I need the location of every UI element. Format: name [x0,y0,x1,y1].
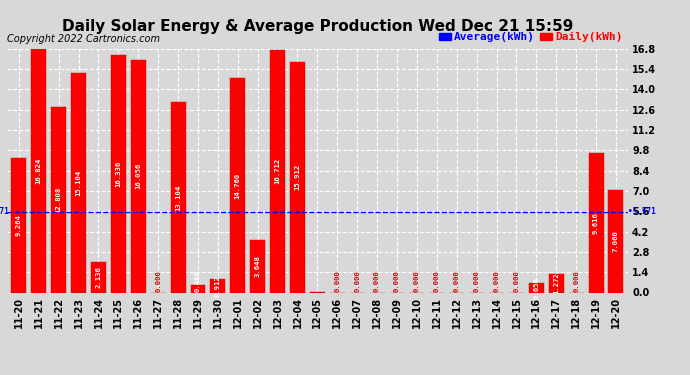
Text: 0.656: 0.656 [533,277,540,298]
Bar [250,240,265,292]
Bar [549,274,564,292]
Bar [31,48,46,292]
Bar [51,106,66,292]
Text: 16.824: 16.824 [36,158,42,184]
Legend: Average(kWh), Daily(kWh): Average(kWh), Daily(kWh) [440,32,622,42]
Text: 7.060: 7.060 [613,230,619,252]
Text: 15.104: 15.104 [75,170,81,196]
Text: 0.000: 0.000 [394,270,400,292]
Text: 3.648: 3.648 [255,255,261,277]
Text: 0.912: 0.912 [215,275,221,297]
Text: 2.136: 2.136 [95,266,101,288]
Text: 9.264: 9.264 [16,214,22,236]
Text: 0.000: 0.000 [473,270,480,292]
Text: 1.272: 1.272 [553,272,560,294]
Text: Copyright 2022 Cartronics.com: Copyright 2022 Cartronics.com [7,34,160,44]
Bar [71,74,86,292]
Bar [111,56,126,292]
Text: 0.000: 0.000 [354,270,360,292]
Text: 16.712: 16.712 [275,158,281,184]
Text: 0.000: 0.000 [513,270,520,292]
Text: 0.000: 0.000 [155,270,161,292]
Text: 14.760: 14.760 [235,172,241,198]
Bar [91,261,106,292]
Text: 0.488: 0.488 [195,270,201,292]
Text: 0.000: 0.000 [414,270,420,292]
Bar [11,158,26,292]
Bar [131,60,146,292]
Text: •5.571: •5.571 [0,207,9,216]
Text: 0.000: 0.000 [573,270,579,292]
Bar [290,62,305,292]
Bar [270,50,285,292]
Text: 13.104: 13.104 [175,184,181,211]
Bar [589,153,604,292]
Bar [230,78,245,292]
Text: •5.571: •5.571 [628,207,655,216]
Text: 16.336: 16.336 [115,161,121,187]
Bar [210,279,226,292]
Text: Daily Solar Energy & Average Production Wed Dec 21 15:59: Daily Solar Energy & Average Production … [61,19,573,34]
Text: 0.000: 0.000 [454,270,460,292]
Text: 0.000: 0.000 [374,270,380,292]
Text: 0.000: 0.000 [334,270,340,292]
Bar [609,190,624,292]
Bar [190,285,206,292]
Text: 9.616: 9.616 [593,212,599,234]
Text: 0.000: 0.000 [434,270,440,292]
Text: 12.808: 12.808 [56,186,61,213]
Text: 16.056: 16.056 [135,163,141,189]
Text: 15.912: 15.912 [295,164,301,190]
Bar [529,283,544,292]
Text: 0.000: 0.000 [493,270,500,292]
Bar [170,102,186,292]
